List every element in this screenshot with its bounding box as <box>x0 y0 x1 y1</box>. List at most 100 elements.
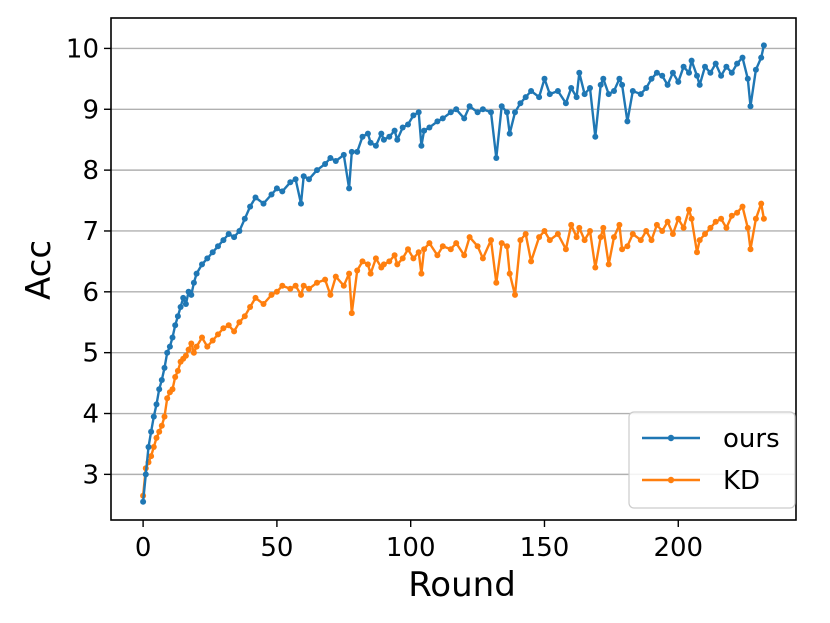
data-point-kd <box>493 279 500 286</box>
data-point-kd <box>405 246 411 253</box>
data-point-kd <box>236 319 243 326</box>
data-point-kd <box>760 215 767 222</box>
data-point-kd <box>241 313 248 320</box>
legend-marker-ours <box>667 434 675 442</box>
data-point-kd <box>268 291 275 298</box>
data-point-kd <box>739 203 746 210</box>
data-point-ours <box>225 231 232 237</box>
data-point-kd <box>367 270 374 277</box>
data-point-kd <box>643 228 650 234</box>
data-point-kd <box>712 218 719 225</box>
data-point-ours <box>314 167 320 174</box>
data-point-kd <box>517 237 524 244</box>
data-point-ours <box>568 85 575 91</box>
legend-label-ours: ours <box>723 424 780 454</box>
data-point-ours <box>193 270 200 277</box>
y-tick-label: 3 <box>82 460 99 490</box>
data-point-ours <box>541 75 548 82</box>
data-point-kd <box>164 395 171 402</box>
data-point-ours <box>247 203 254 210</box>
data-point-kd <box>306 285 312 292</box>
data-point-ours <box>752 66 759 73</box>
data-point-kd <box>161 413 168 420</box>
data-point-ours <box>624 118 631 125</box>
data-point-ours <box>140 498 147 505</box>
data-point-ours <box>546 91 553 98</box>
data-point-kd <box>279 282 286 289</box>
data-point-ours <box>712 60 719 67</box>
data-point-ours <box>322 161 329 167</box>
data-point-ours <box>346 185 353 192</box>
y-tick-label: 6 <box>82 278 99 308</box>
data-point-kd <box>209 337 216 344</box>
data-point-ours <box>637 91 644 98</box>
data-point-ours <box>522 94 529 101</box>
legend-marker-kd <box>667 476 675 484</box>
data-point-ours <box>415 109 422 116</box>
data-point-ours <box>702 63 708 70</box>
data-point-kd <box>541 228 548 234</box>
data-point-kd <box>314 279 320 286</box>
legend-label-kd: KD <box>723 466 760 496</box>
data-point-ours <box>199 261 205 268</box>
data-point-ours <box>680 63 687 70</box>
data-point-kd <box>637 237 644 244</box>
data-point-ours <box>629 88 636 94</box>
data-point-kd <box>156 428 163 435</box>
data-point-kd <box>292 282 299 289</box>
data-point-ours <box>643 85 650 91</box>
data-point-kd <box>225 322 232 329</box>
data-point-ours <box>220 237 227 244</box>
data-point-kd <box>410 255 417 262</box>
data-point-ours <box>182 301 189 307</box>
data-point-ours <box>391 127 398 134</box>
data-point-kd <box>619 246 626 253</box>
data-point-kd <box>498 240 505 247</box>
data-point-ours <box>600 75 607 82</box>
data-point-ours <box>576 69 583 76</box>
y-tick-label: 8 <box>82 156 99 186</box>
data-point-kd <box>199 334 205 341</box>
data-point-kd <box>479 255 486 262</box>
data-point-ours <box>399 124 406 131</box>
data-point-ours <box>268 191 275 198</box>
y-tick-label: 10 <box>66 34 99 64</box>
series-layer <box>140 42 767 505</box>
x-tick-label: 150 <box>520 533 570 563</box>
data-point-ours <box>675 78 682 85</box>
data-point-kd <box>600 224 607 231</box>
data-point-ours <box>354 148 361 155</box>
data-point-ours <box>190 279 197 286</box>
data-point-ours <box>474 109 481 116</box>
data-point-kd <box>391 252 398 259</box>
data-point-kd <box>669 231 676 237</box>
data-point-kd <box>348 310 355 317</box>
data-point-ours <box>158 377 165 383</box>
data-point-ours <box>292 176 299 183</box>
data-point-ours <box>426 124 433 131</box>
x-tick-label: 0 <box>135 533 152 563</box>
data-point-ours <box>734 60 741 67</box>
data-point-ours <box>174 313 181 320</box>
data-point-kd <box>488 237 494 244</box>
data-point-ours <box>252 194 259 201</box>
data-point-ours <box>528 88 535 94</box>
data-point-ours <box>434 118 441 125</box>
data-point-ours <box>616 75 623 82</box>
data-point-kd <box>629 231 636 237</box>
data-point-kd <box>466 234 473 241</box>
data-point-kd <box>664 218 671 225</box>
data-point-ours <box>453 106 460 113</box>
data-point-kd <box>728 212 735 219</box>
data-point-ours <box>332 158 339 164</box>
data-point-kd <box>562 246 569 253</box>
data-point-ours <box>421 127 428 134</box>
data-point-ours <box>327 155 334 161</box>
data-point-kd <box>252 294 259 301</box>
data-point-kd <box>747 246 754 253</box>
data-point-ours <box>694 72 700 79</box>
data-point-kd <box>686 206 692 213</box>
data-point-kd <box>158 422 165 429</box>
